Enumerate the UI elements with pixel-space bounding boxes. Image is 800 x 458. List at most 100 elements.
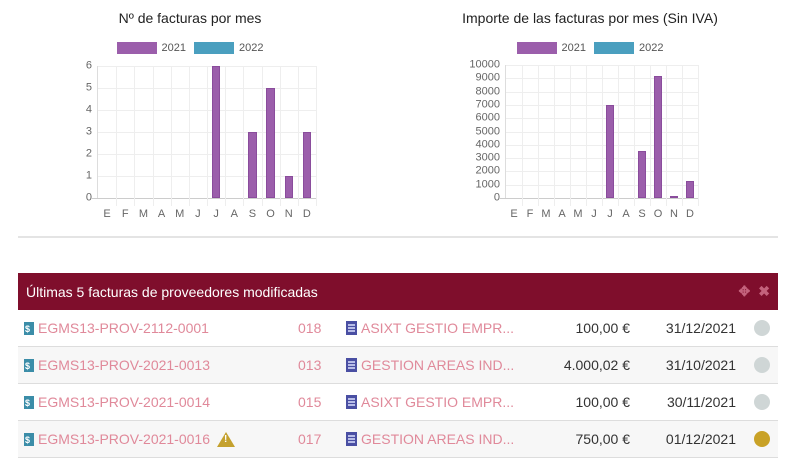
invoice-number: 015	[298, 394, 322, 410]
invoice-link[interactable]: EGMS13-PROV-2021-0013	[24, 357, 210, 373]
gridline	[261, 66, 263, 206]
x-tick-label: M	[573, 208, 583, 220]
chart-title: Nº de facturas por mes	[118, 10, 262, 26]
provider-link[interactable]: ASIXT GESTIO EMPR...	[346, 320, 514, 336]
x-tick-label: F	[526, 208, 534, 220]
x-tick-label: D	[302, 208, 311, 220]
gridline	[279, 66, 281, 206]
legend-swatch	[116, 42, 157, 54]
bar-2021[interactable]	[670, 196, 678, 198]
gridline	[586, 65, 587, 206]
y-tick-label: 5	[85, 81, 92, 94]
invoice-code[interactable]: EGMS13-PROV-2021-0014	[38, 394, 210, 410]
y-tick-label: 6000	[475, 111, 500, 124]
move-icon[interactable]: ✥	[738, 283, 751, 299]
invoice-link[interactable]: EGMS13-PROV-2021-0014	[24, 394, 210, 410]
invoice-icon	[24, 321, 34, 335]
invoice-amount: 100,00 €	[575, 320, 631, 336]
building-icon	[346, 321, 357, 335]
gridline	[666, 65, 667, 206]
provider-link[interactable]: GESTION AREAS IND...	[346, 357, 514, 373]
x-tick-label: N	[670, 208, 678, 220]
gridline	[698, 65, 699, 206]
provider-name[interactable]: ASIXT GESTIO EMPR...	[361, 320, 514, 336]
status-dot	[754, 357, 770, 373]
provider-link[interactable]: GESTION AREAS IND...	[346, 431, 514, 447]
invoice-amount: 750,00 €	[575, 431, 631, 447]
invoice-date: 31/12/2021	[665, 320, 736, 336]
bar-2021[interactable]	[266, 88, 275, 198]
y-tick-label: 2	[85, 147, 92, 160]
invoice-link[interactable]: EGMS13-PROV-2021-0016	[24, 431, 235, 447]
invoice-date: 31/10/2021	[665, 357, 736, 373]
bar-2021[interactable]	[284, 176, 293, 198]
y-tick-label: 1000	[475, 178, 500, 191]
x-tick-label: M	[541, 208, 551, 220]
table-row[interactable]: EGMS13-PROV-2021-0013 013 GESTION AREAS IN…	[18, 347, 778, 384]
table-row[interactable]: EGMS13-PROV-2112-0001 018 ASIXT GESTIO EMP…	[18, 310, 778, 347]
legend-label: 2021	[561, 42, 586, 54]
invoice-number: 017	[298, 431, 322, 447]
bar-2021[interactable]	[606, 104, 614, 198]
x-tick-label: A	[157, 208, 166, 220]
chart-invoice-count: Nº de facturas por mes 2021 2022 0 1 2 3 4 5 6…	[40, 0, 340, 230]
gridline	[522, 65, 523, 206]
invoice-code[interactable]: EGMS13-PROV-2021-0013	[38, 357, 210, 373]
y-tick-label: 0	[493, 191, 500, 204]
y-tick-label: 1	[85, 169, 92, 182]
bar-2021[interactable]	[686, 180, 694, 198]
building-icon	[346, 395, 357, 409]
x-tick-label: M	[175, 208, 185, 220]
bar-2021[interactable]	[211, 66, 221, 198]
invoice-code[interactable]: EGMS13-PROV-2021-0016	[38, 431, 210, 447]
chart-legend: 2021 2022	[440, 42, 740, 54]
legend-label: 2022	[639, 42, 664, 54]
plot-area: 0 1000 2000 3000 4000 5000 6000 7000 8000 9000 100…	[469, 59, 699, 220]
provider-name[interactable]: GESTION AREAS IND...	[361, 431, 515, 447]
y-tick-label: 7000	[475, 98, 500, 111]
invoice-amount: 4.000,02 €	[563, 357, 630, 373]
gridline	[634, 65, 635, 206]
gridline	[316, 66, 317, 206]
chart-title: Importe de las facturas por mes (Sin IVA…	[462, 10, 718, 26]
status-dot	[754, 431, 770, 447]
provider-link[interactable]: ASIXT GESTIO EMPR...	[346, 394, 514, 410]
bar-2021[interactable]	[638, 151, 646, 198]
x-tick-label: N	[284, 208, 293, 220]
y-tick-label: 10000	[469, 58, 500, 71]
invoice-number: 018	[298, 320, 322, 336]
invoice-link[interactable]: EGMS13-PROV-2112-0001	[24, 320, 209, 336]
y-tick-label: 9000	[475, 71, 500, 84]
legend-2022[interactable]: 2022	[194, 42, 263, 54]
gridline	[243, 66, 245, 206]
table-row[interactable]: EGMS13-PROV-2021-0014 015 ASIXT GESTIO EMP…	[18, 384, 778, 421]
gridline	[225, 66, 227, 206]
y-tick-label: 2000	[475, 164, 500, 177]
x-tick-label: J	[591, 208, 597, 220]
close-icon[interactable]: ✖	[758, 283, 770, 299]
y-tick-label: 4000	[475, 138, 500, 151]
bar-2021[interactable]	[248, 132, 257, 198]
legend-2022[interactable]: 2022	[594, 42, 663, 54]
panel-header: Últimas 5 facturas de proveedores modifi…	[18, 273, 778, 310]
x-tick-label: E	[510, 208, 518, 220]
invoice-icon	[24, 395, 34, 409]
y-tick-label: 3	[85, 125, 92, 138]
x-tick-label: J	[607, 208, 613, 220]
provider-name[interactable]: GESTION AREAS IND...	[361, 357, 515, 373]
x-tick-label: O	[266, 208, 275, 220]
invoice-code[interactable]: EGMS13-PROV-2112-0001	[38, 320, 209, 336]
provider-name[interactable]: ASIXT GESTIO EMPR...	[361, 394, 514, 410]
bar-2021[interactable]	[654, 75, 662, 198]
table-row[interactable]: EGMS13-PROV-2021-0016 017 GESTION AREAS IN…	[18, 421, 778, 458]
legend-2021[interactable]: 2021	[116, 42, 186, 54]
legend-2021[interactable]: 2021	[516, 42, 586, 54]
x-tick-label: J	[213, 208, 219, 220]
gridline	[134, 66, 136, 206]
status-dot	[754, 394, 770, 410]
gridline	[92, 198, 316, 199]
gridline	[538, 65, 539, 206]
invoice-number: 013	[298, 357, 322, 373]
legend-label: 2021	[161, 42, 186, 54]
bar-2021[interactable]	[302, 132, 311, 198]
